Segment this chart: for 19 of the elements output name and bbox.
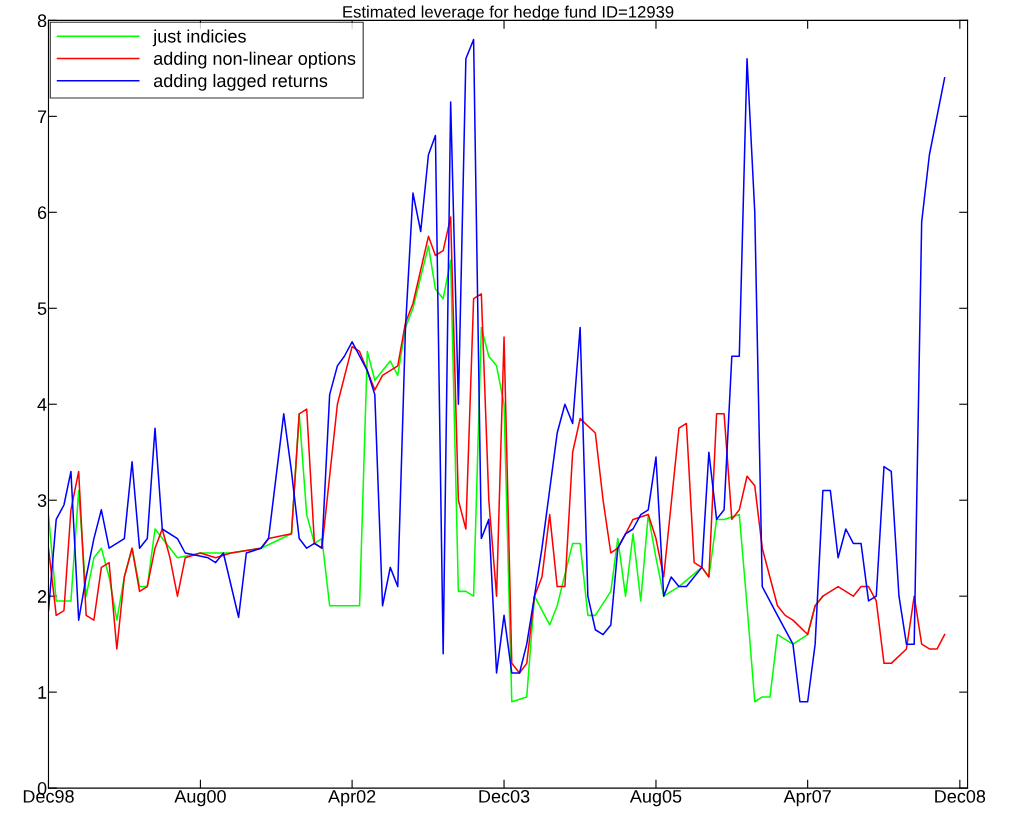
y-tick-label: 6 [37,206,47,220]
y-tick-label: 5 [37,302,47,315]
chart-title: Estimated leverage for hedge fund ID=12939 [343,5,674,22]
legend-label: adding non-linear options [153,51,356,69]
y-tick-label: 8 [37,14,47,28]
y-tick-label: 2 [37,590,47,603]
x-tick-label: Apr07 [783,789,831,807]
x-tick-label: Apr02 [328,789,376,807]
legend-label: just indicies [152,29,246,47]
x-tick-label: Dec03 [479,789,530,803]
x-tick-label: Aug00 [174,789,226,807]
legend-label: adding lagged returns [153,73,328,91]
y-tick-label: 7 [37,110,47,123]
line-series [48,216,946,674]
y-tick-label: 3 [37,494,47,507]
x-tick-label: Dec08 [935,789,986,803]
y-tick-label: 1 [38,686,47,699]
y-tick-label: 4 [37,398,47,411]
x-tick-label: Aug05 [629,789,682,807]
